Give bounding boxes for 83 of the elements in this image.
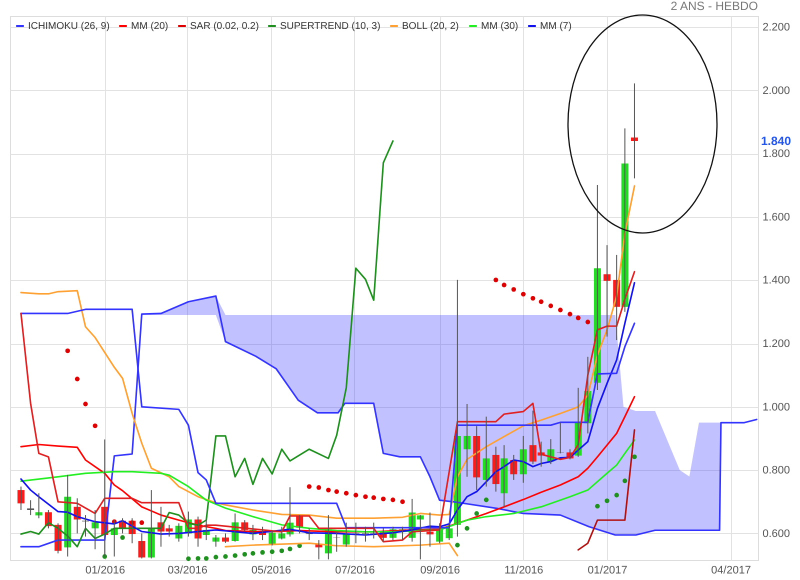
point: [326, 488, 331, 492]
line-series: [224, 542, 458, 556]
point: [83, 402, 88, 406]
y-tick-label: 1.200: [762, 338, 790, 350]
x-tick-label: 07/2016: [335, 564, 375, 576]
text: 2 ANS - HEBDO: [670, 0, 758, 13]
x-tick-label: 03/2016: [168, 564, 208, 576]
candlestick: [333, 531, 340, 552]
x-tick-label: 04/2017: [711, 564, 751, 576]
line-series: [20, 295, 758, 548]
text: 1.840: [761, 134, 792, 148]
candlestick: [604, 244, 611, 338]
point: [614, 492, 619, 498]
point: [400, 499, 405, 504]
y-tick-label: 1.400: [762, 274, 790, 287]
x-tick-label: 01/2017: [588, 564, 628, 576]
point: [494, 278, 498, 282]
point: [595, 504, 600, 509]
legend-label: MM (30): [481, 21, 518, 32]
point: [92, 423, 98, 428]
line-series: [20, 185, 636, 520]
point: [464, 526, 470, 531]
y-tick-label: 2.000: [762, 84, 790, 97]
point: [520, 292, 526, 297]
point: [354, 492, 358, 498]
point: [139, 520, 144, 525]
point: [502, 282, 506, 288]
point: [455, 542, 460, 548]
point: [65, 348, 70, 354]
point: [316, 485, 322, 490]
point: [74, 376, 80, 382]
point: [568, 312, 572, 316]
legend-label: SAR (0.02, 0.2): [190, 21, 259, 32]
point: [576, 316, 581, 320]
point: [585, 320, 590, 324]
y-tick-label: 0.600: [762, 528, 790, 540]
point: [390, 498, 396, 502]
point: [288, 546, 292, 552]
candlestick: [35, 492, 42, 519]
point: [260, 550, 265, 555]
point: [204, 556, 209, 561]
line-series: [577, 429, 636, 551]
point: [371, 495, 376, 500]
point: [306, 484, 312, 489]
point: [186, 556, 191, 562]
point: [196, 556, 200, 561]
point: [511, 287, 516, 292]
point: [474, 511, 479, 516]
x-tick-label: 01/2016: [85, 564, 126, 576]
point: [250, 551, 256, 556]
legend-label: MM (7): [540, 21, 572, 32]
point: [270, 549, 274, 554]
point: [558, 308, 563, 312]
x-tick-label: 05/2016: [251, 564, 292, 576]
point: [279, 548, 284, 554]
point: [380, 496, 386, 502]
point: [334, 489, 339, 494]
y-tick-label: 1.600: [762, 211, 790, 224]
point: [242, 552, 248, 557]
legend-label: SUPERTREND (10, 3): [280, 21, 380, 32]
y-tick-label: 0.800: [762, 464, 790, 477]
point: [484, 498, 489, 502]
point: [530, 296, 536, 301]
legend-label: BOLL (20, 2): [402, 21, 459, 32]
legend-label: ICHIMOKU (26, 9): [28, 21, 110, 32]
x-tick-label: 09/2016: [420, 564, 460, 576]
point: [214, 554, 218, 560]
legend-label: MM (20): [131, 21, 168, 32]
point: [538, 299, 544, 304]
point: [363, 494, 368, 500]
point: [223, 554, 228, 559]
point: [344, 490, 349, 496]
line-series: [20, 140, 394, 548]
point: [604, 498, 610, 504]
point: [632, 454, 637, 460]
y-tick-label: 1.800: [762, 148, 790, 160]
point: [120, 535, 125, 540]
point: [622, 478, 628, 484]
point: [548, 304, 554, 308]
y-tick-label: 1.000: [762, 401, 790, 414]
x-tick-label: 11/2016: [504, 564, 544, 576]
y-tick-label: 2.200: [762, 22, 790, 34]
point: [232, 553, 238, 558]
